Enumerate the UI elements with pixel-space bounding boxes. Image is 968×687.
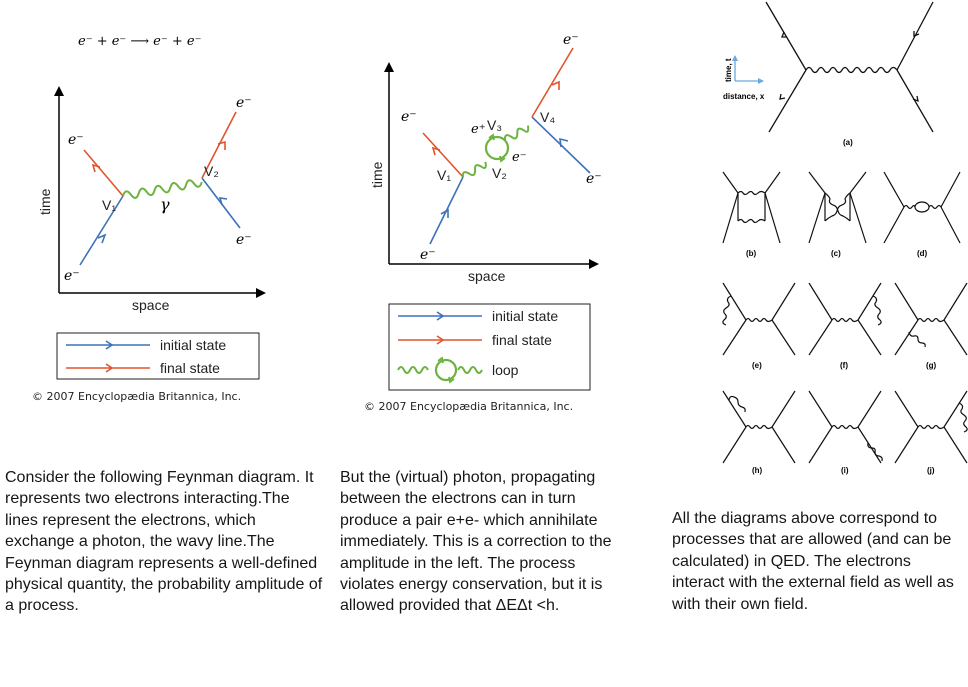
electron-label: e⁻ xyxy=(512,150,527,165)
space-axis-label: space xyxy=(468,268,506,284)
copyright-1: © 2007 Encyclopædia Britannica, Inc. xyxy=(32,390,242,403)
distance-axis-label: distance, x xyxy=(723,92,765,101)
panel-f xyxy=(808,282,882,356)
vertex-v4-label: V₄ xyxy=(540,109,555,125)
paragraph-3: All the diagrams above correspond to pro… xyxy=(672,510,954,613)
final-electron-line xyxy=(83,149,124,197)
legend-initial-state: initial state xyxy=(492,308,558,324)
panel-label-a: (a) xyxy=(843,138,853,147)
electron-label: e⁻ xyxy=(68,132,84,148)
panel-label-g: (g) xyxy=(926,361,937,370)
electron-label: e⁻ xyxy=(420,247,436,263)
copyright-2: © 2007 Encyclopædia Britannica, Inc. xyxy=(364,400,574,413)
legend-box xyxy=(388,303,591,391)
electron-label: e⁻ xyxy=(236,232,252,248)
vertex-v1-label: V₁ xyxy=(102,197,116,213)
diagram-1: e⁻ + e⁻ ⟶ e⁻ + e⁻ time space e⁻ e⁻ e⁻ e⁻… xyxy=(0,0,330,420)
photon-wavy-line xyxy=(122,179,203,199)
photon-wavy-line xyxy=(461,161,487,178)
paragraph-1: Consider the following Feynman diagram. … xyxy=(5,469,323,615)
final-electron-line xyxy=(422,132,464,178)
positron-label: e⁺ xyxy=(471,122,486,137)
panel-d xyxy=(883,171,961,244)
legend-box xyxy=(56,332,260,380)
electron-label: e⁻ xyxy=(401,109,417,125)
legend-loop: loop xyxy=(492,362,519,378)
legend-final-state: final state xyxy=(160,360,220,376)
legend-initial-state: initial state xyxy=(160,337,226,353)
panel-label-b: (b) xyxy=(746,249,757,258)
vertex-v2-label: V₂ xyxy=(204,163,219,179)
panel-h xyxy=(722,390,796,464)
panel-label-c: (c) xyxy=(831,249,841,258)
legend-final-state: final state xyxy=(492,332,552,348)
equation: e⁻ + e⁻ ⟶ e⁻ + e⁻ xyxy=(78,34,201,49)
panel-label-h: (h) xyxy=(752,466,763,475)
electron-label: e⁻ xyxy=(236,95,252,111)
panel-a xyxy=(765,1,934,133)
vertex-v1-label: V₁ xyxy=(437,167,451,183)
electron-label: e⁻ xyxy=(563,32,579,48)
panel-i xyxy=(808,390,883,464)
panel-j xyxy=(894,390,968,464)
vertex-v3-label: V₃ xyxy=(487,117,502,133)
panel-g xyxy=(894,282,968,356)
time-axis-label: time, t xyxy=(724,58,733,82)
initial-electron-line xyxy=(79,195,124,266)
diagram-2: time space e⁻ e⁻ e⁻ e⁻ e⁻ e⁺ V₁ V₂ V₃ V₄… xyxy=(350,0,640,420)
panel-b xyxy=(722,171,781,244)
panel-e xyxy=(722,282,796,356)
diagram-2-svg: time space e⁻ e⁻ e⁻ e⁻ e⁻ e⁺ V₁ V₂ V₃ V₄… xyxy=(369,32,602,391)
panel-label-e: (e) xyxy=(752,361,762,370)
time-axis-label: time xyxy=(369,161,385,188)
diagram-1-svg: e⁻ + e⁻ ⟶ e⁻ + e⁻ time space e⁻ e⁻ e⁻ e⁻… xyxy=(37,34,266,380)
paragraph-2: But the (virtual) photon, propagating be… xyxy=(340,469,612,615)
time-axis-label: time xyxy=(37,188,53,215)
electron-label: e⁻ xyxy=(64,268,80,284)
panel-c xyxy=(808,171,867,244)
panel-label-f: (f) xyxy=(840,361,848,370)
final-electron-line xyxy=(531,47,574,118)
panel-label-j: (j) xyxy=(927,466,935,475)
photon-wavy-line xyxy=(503,125,530,141)
vertex-v2-label: V₂ xyxy=(492,165,507,181)
electron-label: e⁻ xyxy=(586,171,602,187)
space-axis-label: space xyxy=(132,297,170,313)
panel-label-d: (d) xyxy=(917,249,928,258)
final-electron-line xyxy=(201,111,237,179)
diagram-3-svg: time, t distance, x (a) (b) (c) (d) xyxy=(722,1,968,475)
virtual-pair-loop xyxy=(484,135,510,161)
panel-label-i: (i) xyxy=(841,466,849,475)
diagram-3: time, t distance, x (a) (b) (c) (d) xyxy=(700,0,968,480)
photon-gamma-label: γ xyxy=(160,195,170,214)
